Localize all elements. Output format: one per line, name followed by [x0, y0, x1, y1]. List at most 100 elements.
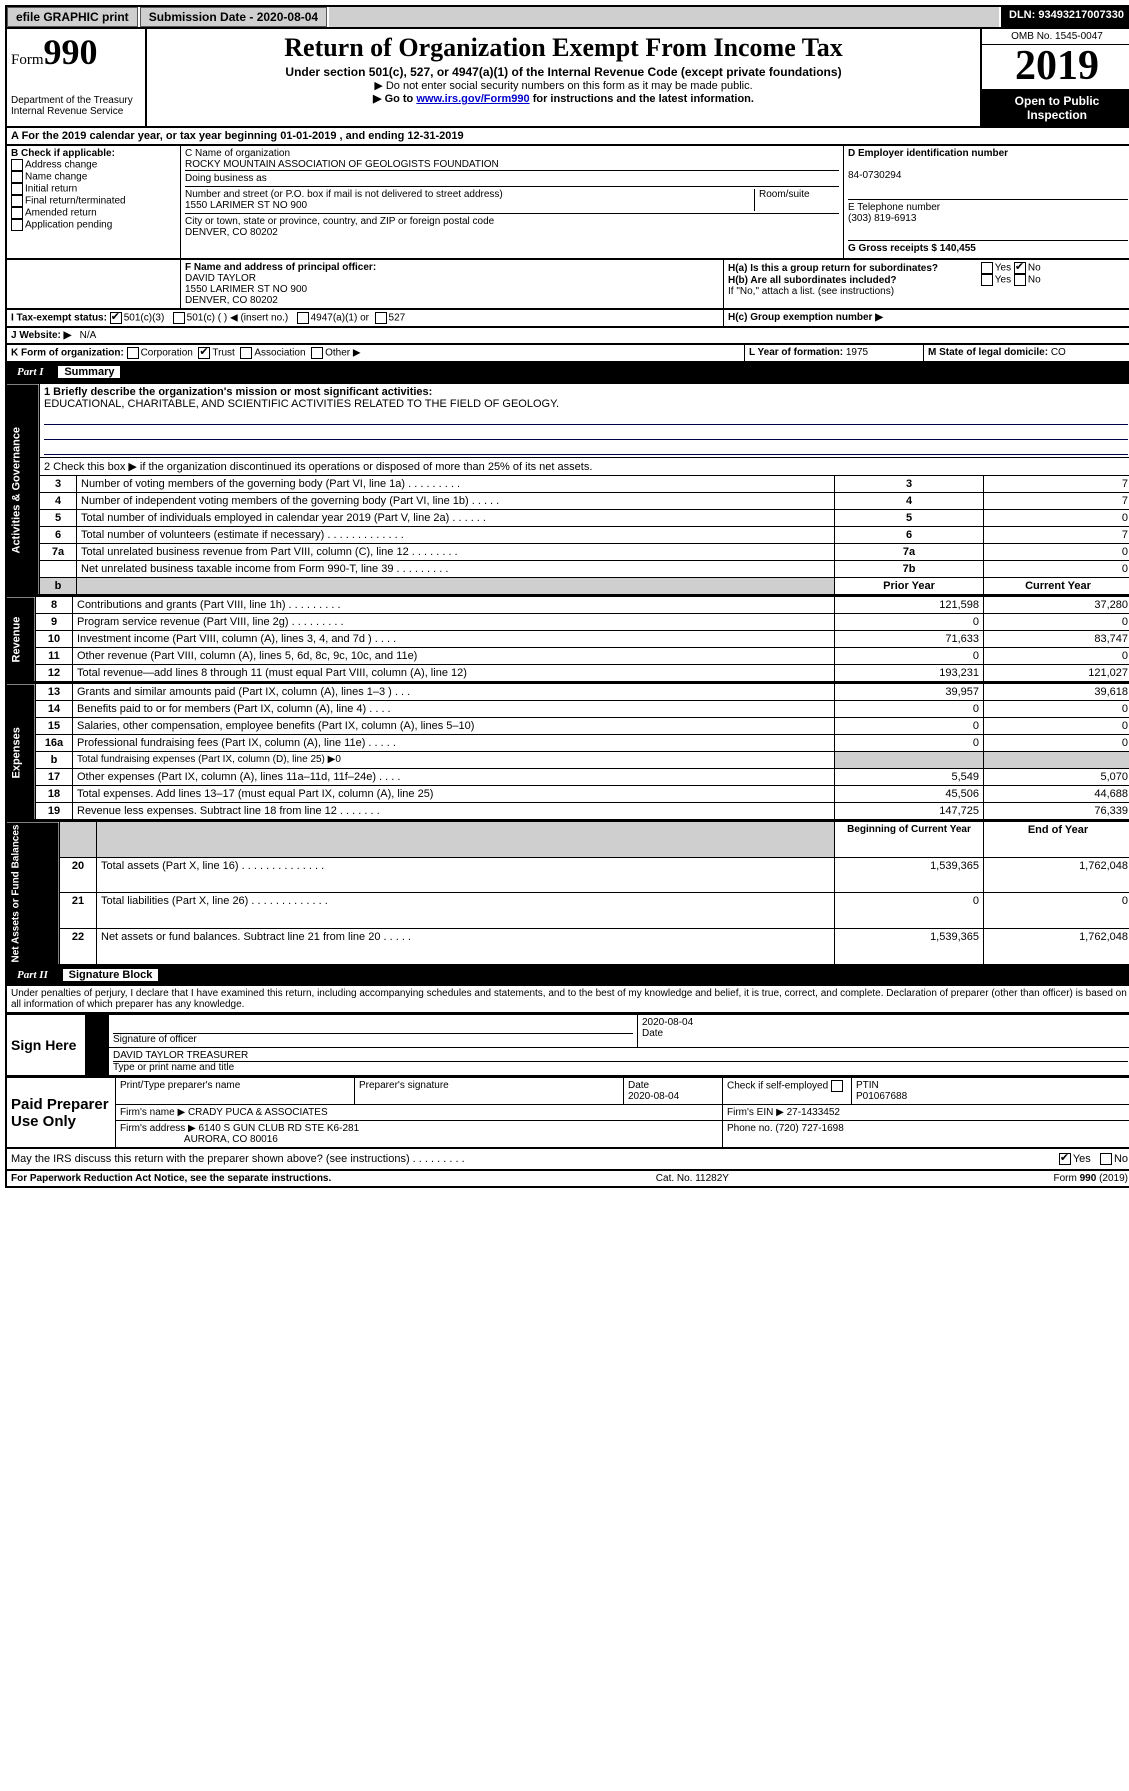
footer: For Paperwork Reduction Act Notice, see … [5, 1171, 1129, 1188]
cb-corp[interactable] [127, 347, 139, 359]
hb-yes: Yes [995, 275, 1011, 286]
net-row: 22Net assets or fund balances. Subtract … [6, 928, 1129, 965]
q1-value: EDUCATIONAL, CHARITABLE, AND SCIENTIFIC … [44, 398, 559, 410]
cb-discuss-yes[interactable] [1059, 1153, 1071, 1165]
rev-row: 12Total revenue—add lines 8 through 11 (… [6, 665, 1129, 683]
exp-row: 14Benefits paid to or for members (Part … [6, 701, 1129, 718]
hc-label: H(c) Group exemption number ▶ [728, 312, 883, 323]
efile-button[interactable]: efile GRAPHIC print [7, 7, 138, 27]
note2-post: for instructions and the latest informat… [530, 93, 754, 105]
dln-label: DLN: 93493217007330 [1001, 7, 1129, 27]
ptin-label: PTIN [856, 1080, 879, 1091]
top-bar: efile GRAPHIC print Submission Date - 20… [5, 5, 1129, 29]
addr-label: Number and street (or P.O. box if mail i… [185, 189, 503, 200]
gov-row: 5Total number of individuals employed in… [6, 510, 1129, 527]
cat-no: Cat. No. 11282Y [656, 1173, 729, 1184]
cb-other[interactable] [311, 347, 323, 359]
cb-trust[interactable] [198, 347, 210, 359]
hb-no: No [1028, 275, 1041, 286]
exp-label: Other expenses (Part IX, column (A), lin… [73, 769, 835, 786]
lbl-assoc: Association [254, 348, 305, 359]
col-c-nameaddr: C Name of organization ROCKY MOUNTAIN AS… [181, 146, 844, 258]
sig-date-label: Date [642, 1028, 663, 1039]
lbl-final: Final return/terminated [25, 196, 126, 207]
vtab-expenses: Expenses [6, 684, 36, 821]
lbl-501c: 501(c) ( ) ◀ (insert no.) [187, 313, 289, 324]
net-label: Net assets or fund balances. Subtract li… [97, 928, 835, 965]
net-label: Total assets (Part X, line 16) . . . . .… [97, 857, 835, 893]
firm-addr-label: Firm's address ▶ [120, 1123, 196, 1134]
cb-initial[interactable] [11, 183, 23, 195]
perjury-text: Under penalties of perjury, I declare th… [5, 986, 1129, 1014]
col-h-group: H(a) Is this a group return for subordin… [724, 260, 1129, 308]
tax-year: 2019 [982, 45, 1129, 90]
ein-label: D Employer identification number [848, 148, 1008, 159]
netassets-table: Net Assets or Fund Balances Beginning of… [5, 821, 1129, 966]
part2-sub: Signature Block [63, 969, 159, 981]
cb-501c3[interactable] [110, 312, 122, 324]
exp-row: 15Salaries, other compensation, employee… [6, 718, 1129, 735]
vtab-revenue: Revenue [6, 597, 36, 683]
b-header: B Check if applicable: [11, 148, 115, 159]
firm-addr1: 6140 S GUN CLUB RD STE K6-281 [199, 1123, 360, 1134]
lbl-4947: 4947(a)(1) or [311, 313, 369, 324]
col-b-checkboxes: B Check if applicable: Address change Na… [7, 146, 181, 258]
cb-amended[interactable] [11, 207, 23, 219]
gov-row: 3Number of voting members of the governi… [6, 476, 1129, 493]
firm-phone: (720) 727-1698 [775, 1123, 843, 1134]
prep-sig-label: Preparer's signature [359, 1080, 449, 1091]
exp-row: bTotal fundraising expenses (Part IX, co… [6, 752, 1129, 769]
lbl-other: Other ▶ [325, 348, 360, 359]
col-m: M State of legal domicile: CO [924, 345, 1129, 361]
net-row: 20Total assets (Part X, line 16) . . . .… [6, 857, 1129, 893]
sig-line[interactable] [113, 1017, 633, 1034]
cb-hb-no[interactable] [1014, 274, 1026, 286]
cb-final[interactable] [11, 195, 23, 207]
discuss-row: May the IRS discuss this return with the… [5, 1149, 1129, 1171]
cb-ha-yes[interactable] [981, 262, 993, 274]
firm-ein-label: Firm's EIN ▶ [727, 1107, 784, 1118]
gov-label: Net unrelated business taxable income fr… [77, 561, 835, 578]
hdr-end: End of Year [984, 822, 1129, 858]
cb-assoc[interactable] [240, 347, 252, 359]
col-k: K Form of organization: Corporation Trus… [7, 345, 745, 361]
rev-label: Other revenue (Part VIII, column (A), li… [73, 648, 835, 665]
cb-ha-no[interactable] [1014, 262, 1026, 274]
gross-label: G Gross receipts $ [848, 243, 937, 254]
submission-date: Submission Date - 2020-08-04 [140, 7, 327, 27]
mission-line3 [44, 440, 1128, 455]
discuss-label: May the IRS discuss this return with the… [11, 1153, 465, 1165]
sig-label: Signature of officer [113, 1034, 197, 1045]
firm-name-label: Firm's name ▶ [120, 1107, 185, 1118]
ptin-value: P01067688 [856, 1091, 907, 1102]
cb-self-employed[interactable] [831, 1080, 843, 1092]
cb-name-change[interactable] [11, 171, 23, 183]
sig-date: 2020-08-04 [642, 1017, 693, 1028]
lbl-amended: Amended return [25, 208, 97, 219]
row-a-taxyear: A For the 2019 calendar year, or tax yea… [5, 128, 1129, 146]
dept-label: Department of the Treasury [11, 95, 141, 106]
gross-value: 140,455 [940, 243, 976, 254]
net-label: Total liabilities (Part X, line 26) . . … [97, 893, 835, 929]
city-label: City or town, state or province, country… [185, 216, 494, 227]
cb-501c[interactable] [173, 312, 185, 324]
cb-hb-yes[interactable] [981, 274, 993, 286]
instructions-link[interactable]: www.irs.gov/Form990 [416, 93, 529, 105]
org-address: 1550 LARIMER ST NO 900 [185, 200, 307, 211]
rev-label: Investment income (Part VIII, column (A)… [73, 631, 835, 648]
m-value: CO [1051, 347, 1066, 358]
cb-527[interactable] [375, 312, 387, 324]
gov-label: Number of voting members of the governin… [77, 476, 835, 493]
exp-row: 16aProfessional fundraising fees (Part I… [6, 735, 1129, 752]
self-emp-label: Check if self-employed [727, 1081, 828, 1092]
cb-address-change[interactable] [11, 159, 23, 171]
exp-label: Grants and similar amounts paid (Part IX… [73, 684, 835, 701]
officer-group-block: F Name and address of principal officer:… [5, 260, 1129, 310]
gov-label: Number of independent voting members of … [77, 493, 835, 510]
preparer-table: Paid Preparer Use Only Print/Type prepar… [5, 1077, 1129, 1149]
cb-pending[interactable] [11, 219, 23, 231]
cb-4947[interactable] [297, 312, 309, 324]
sign-here-label: Sign Here [6, 1015, 86, 1077]
cb-discuss-no[interactable] [1100, 1153, 1112, 1165]
col-f-officer: F Name and address of principal officer:… [181, 260, 724, 308]
